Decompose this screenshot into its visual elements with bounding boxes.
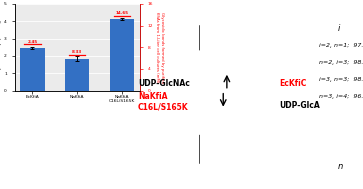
Text: UDP-GlcA: UDP-GlcA bbox=[280, 101, 320, 110]
Text: NaKfiA
C16L/S165K: NaKfiA C16L/S165K bbox=[138, 92, 188, 112]
Text: n=3, i=4;  96.7%: n=3, i=4; 96.7% bbox=[319, 94, 363, 99]
Bar bbox=[65, 59, 89, 91]
Bar bbox=[110, 19, 134, 91]
Text: EcKfiC: EcKfiC bbox=[280, 79, 307, 88]
Y-axis label: Glycosidic bonds formed by purified
KfiAs from 1-Liter cell cultures (mM): Glycosidic bonds formed by purified KfiA… bbox=[155, 12, 164, 83]
Text: UDP-GlcNAc: UDP-GlcNAc bbox=[138, 79, 190, 88]
Text: 14.65: 14.65 bbox=[115, 11, 128, 15]
Text: 2.45: 2.45 bbox=[28, 40, 37, 44]
Text: n: n bbox=[338, 162, 343, 171]
Text: n=2, i=3;  98.2%: n=2, i=3; 98.2% bbox=[319, 60, 363, 65]
Text: 8.33: 8.33 bbox=[72, 50, 82, 54]
Bar bbox=[20, 48, 45, 91]
Text: i=3, n=3;  98.4%: i=3, n=3; 98.4% bbox=[319, 77, 363, 82]
Text: i: i bbox=[338, 24, 340, 33]
Y-axis label: Enzyme Activity (μM/s/mg): Enzyme Activity (μM/s/mg) bbox=[0, 18, 2, 77]
Text: i=2, n=1;  97.9%: i=2, n=1; 97.9% bbox=[319, 43, 363, 48]
